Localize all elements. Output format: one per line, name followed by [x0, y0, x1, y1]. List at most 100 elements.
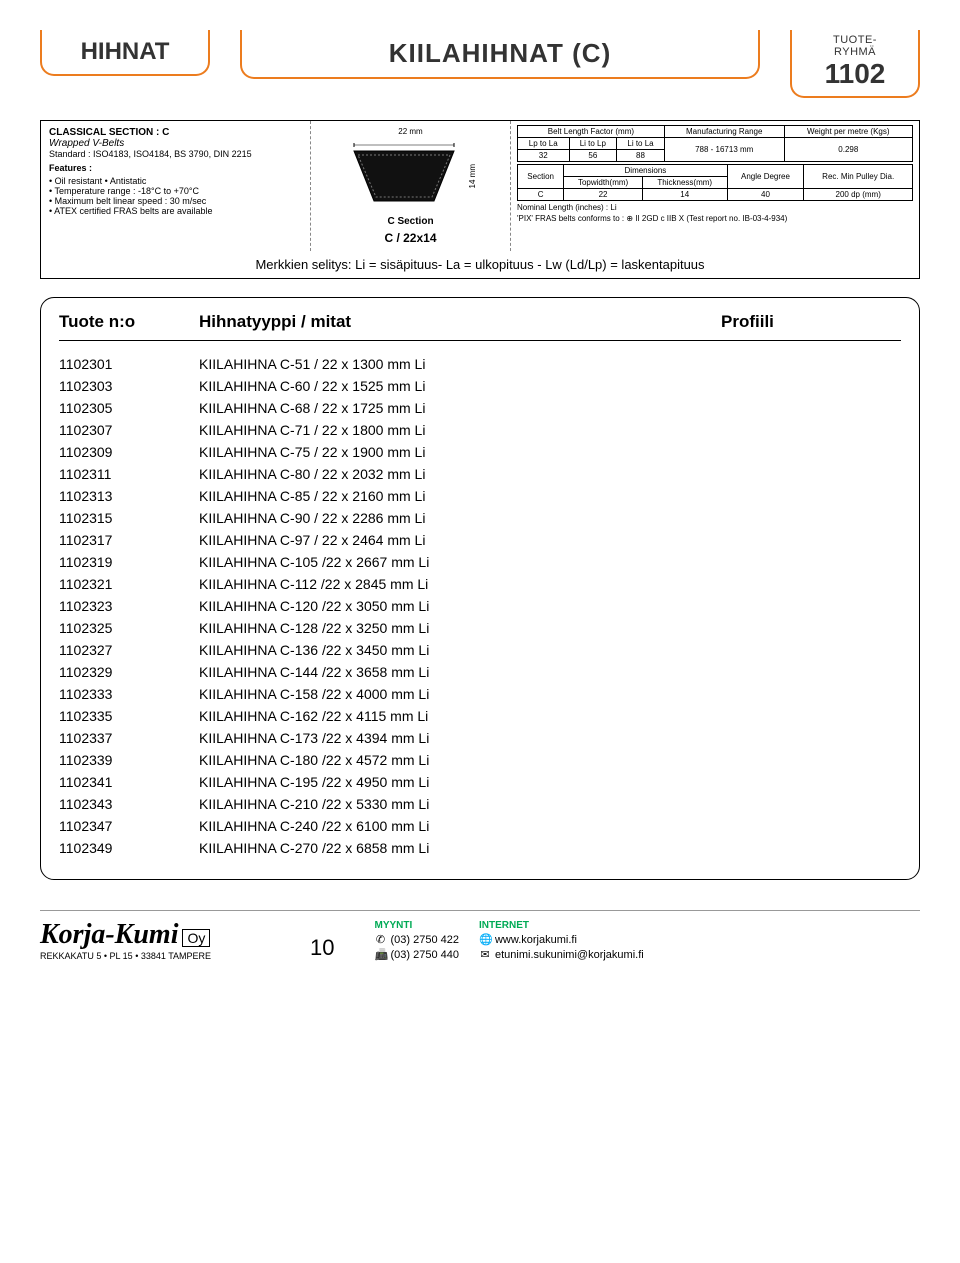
- product-number: 1102339: [59, 752, 199, 768]
- product-number: 1102333: [59, 686, 199, 702]
- cell: 22: [564, 189, 643, 201]
- cell: 56: [569, 150, 617, 162]
- product-desc: KIILAHIHNA C-60 / 22 x 1525 mm Li: [199, 378, 901, 394]
- table-row: 1102313KIILAHIHNA C-85 / 22 x 2160 mm Li: [59, 485, 901, 507]
- product-number: 1102321: [59, 576, 199, 592]
- product-number: 1102327: [59, 642, 199, 658]
- cell: Section: [518, 165, 564, 189]
- product-number: 1102307: [59, 422, 199, 438]
- table-row: 1102347KIILAHIHNA C-240 /22 x 6100 mm Li: [59, 815, 901, 837]
- footer: Korja-KumiOy REKKAKATU 5 • PL 15 • 33841…: [40, 910, 920, 961]
- cell: Angle Degree: [727, 165, 804, 189]
- table-row: 1102311KIILAHIHNA C-80 / 22 x 2032 mm Li: [59, 463, 901, 485]
- email: ✉etunimi.sukunimi@korjakumi.fi: [479, 948, 644, 961]
- feature-item: ATEX certified FRAS belts are available: [49, 206, 302, 216]
- product-desc: KIILAHIHNA C-80 / 22 x 2032 mm Li: [199, 466, 901, 482]
- table-row: 1102339KIILAHIHNA C-180 /22 x 4572 mm Li: [59, 749, 901, 771]
- product-desc: KIILAHIHNA C-105 /22 x 2667 mm Li: [199, 554, 901, 570]
- product-desc: KIILAHIHNA C-158 /22 x 4000 mm Li: [199, 686, 901, 702]
- product-number: 1102335: [59, 708, 199, 724]
- spec-left: CLASSICAL SECTION : C Wrapped V-Belts St…: [41, 121, 311, 251]
- product-desc: KIILAHIHNA C-162 /22 x 4115 mm Li: [199, 708, 901, 724]
- cell: Li to La: [617, 138, 665, 150]
- product-number: 1102343: [59, 796, 199, 812]
- spec-title: CLASSICAL SECTION : C: [49, 127, 302, 138]
- header-row: HIHNAT KIILAHIHNAT (C) TUOTE- RYHMÄ 1102: [40, 30, 920, 98]
- spec-mid: 22 mm 14 mm C Section C / 22x14: [311, 121, 511, 251]
- cell: 0.298: [784, 138, 912, 162]
- product-number: 1102319: [59, 554, 199, 570]
- product-number: 1102309: [59, 444, 199, 460]
- cell: Rec. Min Pulley Dia.: [804, 165, 913, 189]
- dimensions-table: Section Dimensions Angle Degree Rec. Min…: [517, 164, 913, 201]
- product-number: 1102325: [59, 620, 199, 636]
- table-row: 1102315KIILAHIHNA C-90 / 22 x 2286 mm Li: [59, 507, 901, 529]
- product-desc: KIILAHIHNA C-173 /22 x 4394 mm Li: [199, 730, 901, 746]
- products-box: Tuote n:o Hihnatyyppi / mitat Profiili 1…: [40, 297, 920, 880]
- cell: 14: [642, 189, 727, 201]
- url: 🌐www.korjakumi.fi: [479, 933, 644, 946]
- product-number: 1102347: [59, 818, 199, 834]
- product-desc: KIILAHIHNA C-90 / 22 x 2286 mm Li: [199, 510, 901, 526]
- product-desc: KIILAHIHNA C-85 / 22 x 2160 mm Li: [199, 488, 901, 504]
- spec-panel: CLASSICAL SECTION : C Wrapped V-Belts St…: [40, 120, 920, 251]
- feature-item: Temperature range : -18°C to +70°C: [49, 186, 302, 196]
- brand-logo: Korja-KumiOy: [40, 919, 270, 951]
- table-row: 1102301KIILAHIHNA C-51 / 22 x 1300 mm Li: [59, 353, 901, 375]
- col-profile: Profiili: [721, 312, 901, 332]
- page-number: 10: [290, 935, 354, 961]
- table-row: 1102307KIILAHIHNA C-71 / 22 x 1800 mm Li: [59, 419, 901, 441]
- header-right-box: TUOTE- RYHMÄ 1102: [790, 30, 920, 98]
- cell: 788 - 16713 mm: [664, 138, 784, 162]
- cell: Topwidth(mm): [564, 177, 643, 189]
- spec-sub2: Standard : ISO4183, ISO4184, BS 3790, DI…: [49, 149, 302, 159]
- table-row: 1102303KIILAHIHNA C-60 / 22 x 1525 mm Li: [59, 375, 901, 397]
- table-row: 1102325KIILAHIHNA C-128 /22 x 3250 mm Li: [59, 617, 901, 639]
- product-number: 1102341: [59, 774, 199, 790]
- legend-row: Merkkien selitys: Li = sisäpituus- La = …: [40, 251, 920, 279]
- feature-item: Maximum belt linear speed : 30 m/sec: [49, 196, 302, 206]
- cell: 32: [518, 150, 570, 162]
- cell: Manufacturing Range: [664, 126, 784, 138]
- products-header: Tuote n:o Hihnatyyppi / mitat Profiili: [59, 312, 901, 341]
- product-number: 1102303: [59, 378, 199, 394]
- feature-item: Oil resistant • Antistatic: [49, 176, 302, 186]
- cell: Thickness(mm): [642, 177, 727, 189]
- cell: Dimensions: [564, 165, 727, 177]
- belt-section-label: C Section: [387, 216, 433, 227]
- product-desc: KIILAHIHNA C-195 /22 x 4950 mm Li: [199, 774, 901, 790]
- col-type: Hihnatyyppi / mitat: [199, 312, 721, 332]
- product-desc: KIILAHIHNA C-97 / 22 x 2464 mm Li: [199, 532, 901, 548]
- product-desc: KIILAHIHNA C-112 /22 x 2845 mm Li: [199, 576, 901, 592]
- belt-length-table: Belt Length Factor (mm) Manufacturing Ra…: [517, 125, 913, 162]
- belt-section-icon: [344, 136, 464, 216]
- table-row: 1102333KIILAHIHNA C-158 /22 x 4000 mm Li: [59, 683, 901, 705]
- oy-badge: Oy: [182, 929, 210, 947]
- note-nominal: Nominal Length (inches) : Li: [517, 203, 913, 212]
- product-desc: KIILAHIHNA C-210 /22 x 5330 mm Li: [199, 796, 901, 812]
- table-row: 1102317KIILAHIHNA C-97 / 22 x 2464 mm Li: [59, 529, 901, 551]
- product-desc: KIILAHIHNA C-120 /22 x 3050 mm Li: [199, 598, 901, 614]
- product-number: 1102301: [59, 356, 199, 372]
- features-label: Features :: [49, 163, 302, 173]
- table-row: 1102341KIILAHIHNA C-195 /22 x 4950 mm Li: [59, 771, 901, 793]
- cell: 88: [617, 150, 665, 162]
- phone: ✆(03) 2750 422: [374, 933, 459, 946]
- table-row: 1102343KIILAHIHNA C-210 /22 x 5330 mm Li: [59, 793, 901, 815]
- belt-side-dim: 14 mm: [468, 164, 477, 188]
- fax-icon: 📠: [374, 948, 386, 961]
- product-desc: KIILAHIHNA C-68 / 22 x 1725 mm Li: [199, 400, 901, 416]
- table-row: 1102329KIILAHIHNA C-144 /22 x 3658 mm Li: [59, 661, 901, 683]
- product-number: 1102349: [59, 840, 199, 856]
- table-row: 1102349KIILAHIHNA C-270 /22 x 6858 mm Li: [59, 837, 901, 859]
- myynti-label: MYYNTI: [374, 920, 459, 931]
- product-desc: KIILAHIHNA C-270 /22 x 6858 mm Li: [199, 840, 901, 856]
- group-label: TUOTE- RYHMÄ: [806, 34, 904, 58]
- address: REKKAKATU 5 • PL 15 • 33841 TAMPERE: [40, 951, 270, 961]
- cell: Li to Lp: [569, 138, 617, 150]
- product-number: 1102317: [59, 532, 199, 548]
- phone-icon: ✆: [374, 933, 386, 946]
- product-desc: KIILAHIHNA C-51 / 22 x 1300 mm Li: [199, 356, 901, 372]
- product-number: 1102311: [59, 466, 199, 482]
- email-icon: ✉: [479, 948, 491, 961]
